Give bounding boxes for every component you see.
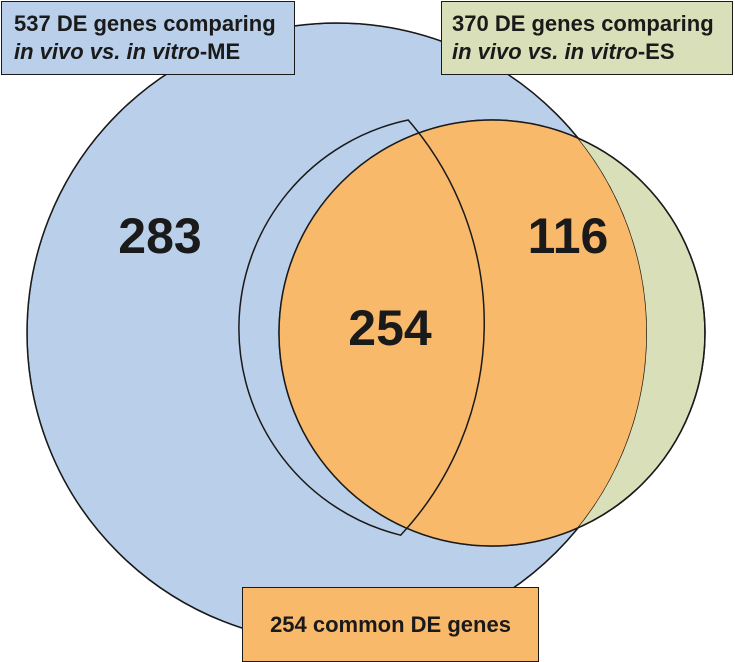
left-only-count: 283 xyxy=(118,208,201,264)
right-only-count: 116 xyxy=(528,208,609,264)
right-set-label-line2: in vivo vs. in vitro-ES xyxy=(452,38,732,66)
overlap-outline xyxy=(238,119,485,537)
right-set-suffix: -ES xyxy=(637,39,675,64)
overlap-label-text: 254 common DE genes xyxy=(270,611,511,637)
left-set-suffix: -ME xyxy=(199,39,241,64)
left-set-label: 537 DE genes comparing in vivo vs. in vi… xyxy=(1,1,295,75)
left-set-comparison: in vivo vs. in vitro xyxy=(14,39,200,64)
right-set-label-line1: 370 DE genes comparing xyxy=(452,11,714,36)
left-set-label-line2: in vivo vs. in vitro-ME xyxy=(14,38,294,66)
right-set-comparison: in vivo vs. in vitro xyxy=(452,39,638,64)
left-set-label-line1: 537 DE genes comparing xyxy=(14,11,276,36)
right-set-label: 370 DE genes comparing in vivo vs. in vi… xyxy=(441,1,733,75)
overlap-region xyxy=(279,120,647,546)
overlap-count: 254 xyxy=(348,300,432,356)
overlap-label: 254 common DE genes xyxy=(242,587,539,662)
right-set-outline xyxy=(278,119,706,547)
